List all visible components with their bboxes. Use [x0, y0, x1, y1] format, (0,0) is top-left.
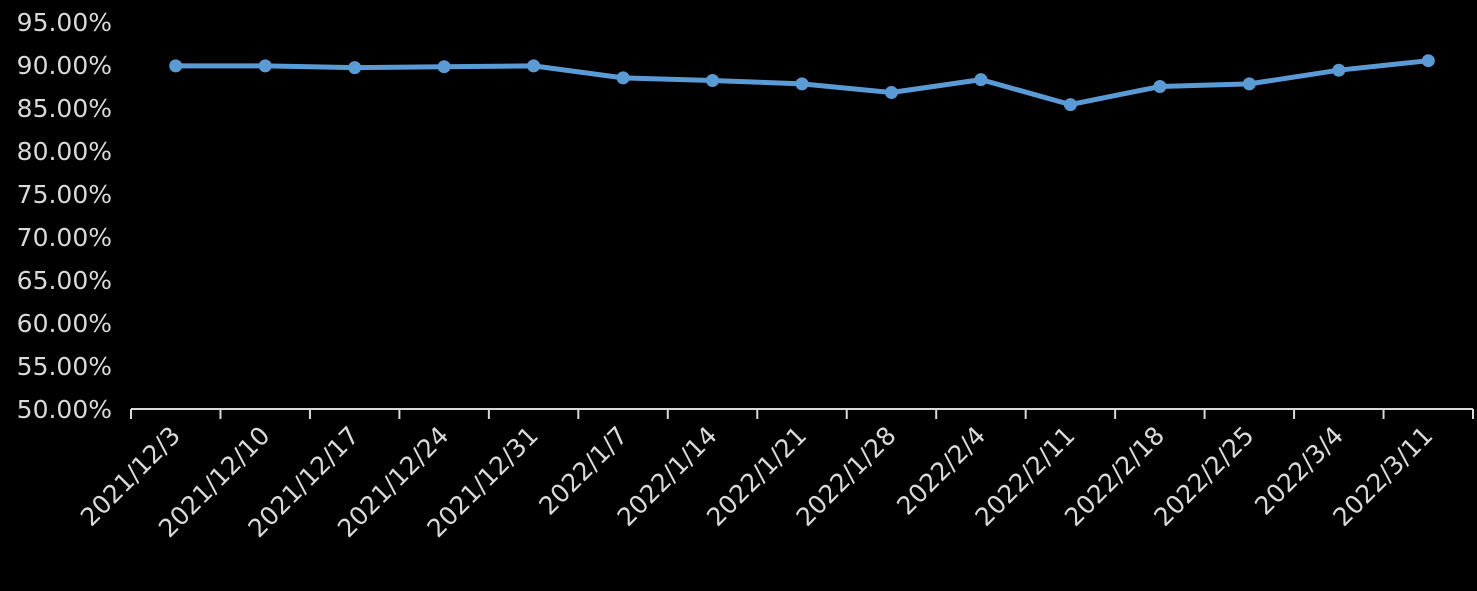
y-tick-label: 95.00%: [17, 8, 112, 37]
data-point: [169, 59, 183, 73]
data-point: [795, 77, 809, 91]
y-tick-label: 55.00%: [17, 352, 112, 381]
x-axis: 2021/12/32021/12/102021/12/172021/12/242…: [75, 408, 1474, 543]
y-axis: 50.00% 55.00% 60.00% 65.00% 70.00% 75.00% 80.0…: [17, 8, 112, 424]
data-point: [1421, 54, 1435, 68]
data-point: [258, 59, 272, 73]
data-point: [437, 60, 451, 74]
data-point: [1153, 80, 1167, 93]
data-point: [527, 59, 541, 73]
y-tick-label: 85.00%: [17, 94, 112, 123]
y-tick-label: 70.00%: [17, 223, 112, 252]
data-point: [706, 74, 719, 87]
data-point: [1063, 98, 1077, 112]
data-point: [616, 71, 630, 85]
data-point: [974, 73, 988, 87]
y-tick-label: 75.00%: [17, 180, 112, 209]
series-layer: [169, 54, 1435, 112]
y-tick-label: 90.00%: [17, 51, 112, 80]
data-point: [1242, 77, 1256, 91]
data-point: [1332, 63, 1346, 77]
y-tick-label: 50.00%: [17, 395, 112, 424]
data-point: [348, 61, 362, 75]
y-tick-label: 65.00%: [17, 266, 112, 295]
y-tick-label: 80.00%: [17, 137, 112, 166]
y-tick-label: 60.00%: [17, 309, 112, 338]
data-point: [885, 86, 898, 99]
